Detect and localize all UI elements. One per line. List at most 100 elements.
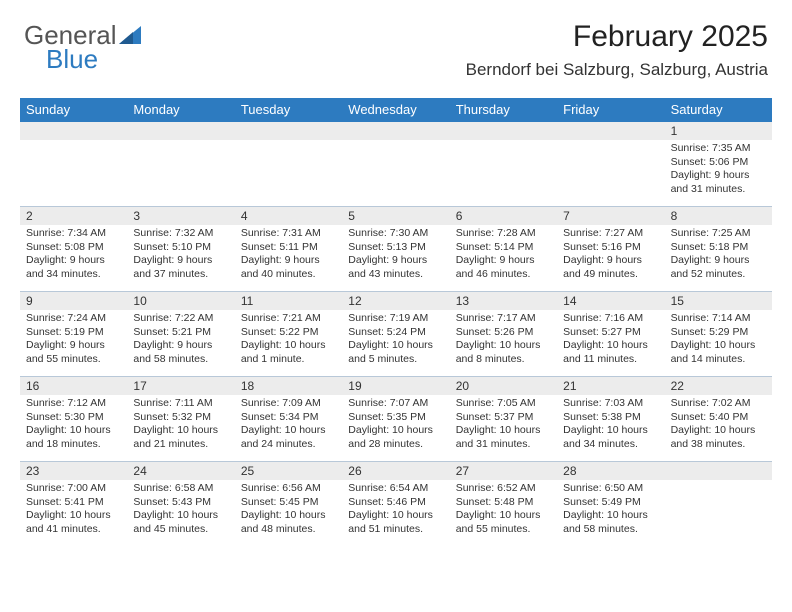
daylight-text-2: and 28 minutes. xyxy=(348,438,443,452)
logo-text-blue-wrap: Blue xyxy=(46,44,98,75)
day-number: 9 xyxy=(20,292,127,310)
day-number: 21 xyxy=(557,377,664,395)
location-subtitle: Berndorf bei Salzburg, Salzburg, Austria xyxy=(466,60,768,80)
daylight-text-2: and 24 minutes. xyxy=(241,438,336,452)
daylight-text-2: and 14 minutes. xyxy=(671,353,766,367)
day-details: Sunrise: 7:19 AMSunset: 5:24 PMDaylight:… xyxy=(342,310,449,371)
day-details: Sunrise: 7:03 AMSunset: 5:38 PMDaylight:… xyxy=(557,395,664,456)
daylight-text: Daylight: 10 hours xyxy=(26,509,121,523)
sunrise-text: Sunrise: 7:05 AM xyxy=(456,397,551,411)
day-details: Sunrise: 7:00 AMSunset: 5:41 PMDaylight:… xyxy=(20,480,127,541)
daylight-text: Daylight: 10 hours xyxy=(241,509,336,523)
day-number: 15 xyxy=(665,292,772,310)
sunset-text: Sunset: 5:19 PM xyxy=(26,326,121,340)
day-details: Sunrise: 7:14 AMSunset: 5:29 PMDaylight:… xyxy=(665,310,772,371)
sunrise-text: Sunrise: 6:56 AM xyxy=(241,482,336,496)
daylight-text-2: and 51 minutes. xyxy=(348,523,443,537)
daylight-text-2: and 31 minutes. xyxy=(671,183,766,197)
daylight-text: Daylight: 10 hours xyxy=(671,339,766,353)
daylight-text-2: and 1 minute. xyxy=(241,353,336,367)
day-cell: 27Sunrise: 6:52 AMSunset: 5:48 PMDayligh… xyxy=(450,462,557,546)
day-number: 13 xyxy=(450,292,557,310)
daylight-text-2: and 18 minutes. xyxy=(26,438,121,452)
day-cell: 14Sunrise: 7:16 AMSunset: 5:27 PMDayligh… xyxy=(557,292,664,376)
empty-day-band xyxy=(665,462,772,480)
sunrise-text: Sunrise: 7:03 AM xyxy=(563,397,658,411)
day-header-monday: Monday xyxy=(127,98,234,122)
day-cell: 26Sunrise: 6:54 AMSunset: 5:46 PMDayligh… xyxy=(342,462,449,546)
day-number: 3 xyxy=(127,207,234,225)
sunrise-text: Sunrise: 7:25 AM xyxy=(671,227,766,241)
day-cell: 11Sunrise: 7:21 AMSunset: 5:22 PMDayligh… xyxy=(235,292,342,376)
day-cell: 7Sunrise: 7:27 AMSunset: 5:16 PMDaylight… xyxy=(557,207,664,291)
day-details: Sunrise: 7:28 AMSunset: 5:14 PMDaylight:… xyxy=(450,225,557,286)
day-number: 4 xyxy=(235,207,342,225)
empty-day-band xyxy=(127,122,234,140)
daylight-text: Daylight: 9 hours xyxy=(26,339,121,353)
day-details: Sunrise: 7:35 AMSunset: 5:06 PMDaylight:… xyxy=(665,140,772,201)
sunset-text: Sunset: 5:26 PM xyxy=(456,326,551,340)
week-row: 16Sunrise: 7:12 AMSunset: 5:30 PMDayligh… xyxy=(20,376,772,461)
daylight-text-2: and 11 minutes. xyxy=(563,353,658,367)
day-details: Sunrise: 7:32 AMSunset: 5:10 PMDaylight:… xyxy=(127,225,234,286)
day-cell: 9Sunrise: 7:24 AMSunset: 5:19 PMDaylight… xyxy=(20,292,127,376)
day-number: 6 xyxy=(450,207,557,225)
day-cell: 22Sunrise: 7:02 AMSunset: 5:40 PMDayligh… xyxy=(665,377,772,461)
sunset-text: Sunset: 5:10 PM xyxy=(133,241,228,255)
day-number: 2 xyxy=(20,207,127,225)
day-number: 26 xyxy=(342,462,449,480)
day-header-tuesday: Tuesday xyxy=(235,98,342,122)
daylight-text: Daylight: 10 hours xyxy=(241,424,336,438)
daylight-text: Daylight: 10 hours xyxy=(563,509,658,523)
day-cell: 15Sunrise: 7:14 AMSunset: 5:29 PMDayligh… xyxy=(665,292,772,376)
day-number: 10 xyxy=(127,292,234,310)
daylight-text: Daylight: 10 hours xyxy=(241,339,336,353)
daylight-text: Daylight: 10 hours xyxy=(563,424,658,438)
daylight-text: Daylight: 10 hours xyxy=(456,424,551,438)
daylight-text-2: and 41 minutes. xyxy=(26,523,121,537)
daylight-text-2: and 55 minutes. xyxy=(456,523,551,537)
day-number: 23 xyxy=(20,462,127,480)
day-cell: 12Sunrise: 7:19 AMSunset: 5:24 PMDayligh… xyxy=(342,292,449,376)
day-cell: 21Sunrise: 7:03 AMSunset: 5:38 PMDayligh… xyxy=(557,377,664,461)
daylight-text-2: and 46 minutes. xyxy=(456,268,551,282)
day-cell: 1Sunrise: 7:35 AMSunset: 5:06 PMDaylight… xyxy=(665,122,772,206)
daylight-text-2: and 49 minutes. xyxy=(563,268,658,282)
month-title: February 2025 xyxy=(466,20,768,54)
day-details: Sunrise: 7:09 AMSunset: 5:34 PMDaylight:… xyxy=(235,395,342,456)
daylight-text-2: and 37 minutes. xyxy=(133,268,228,282)
sunset-text: Sunset: 5:30 PM xyxy=(26,411,121,425)
daylight-text: Daylight: 9 hours xyxy=(133,339,228,353)
sunrise-text: Sunrise: 7:02 AM xyxy=(671,397,766,411)
day-header-row: Sunday Monday Tuesday Wednesday Thursday… xyxy=(20,98,772,122)
sunset-text: Sunset: 5:46 PM xyxy=(348,496,443,510)
daylight-text: Daylight: 9 hours xyxy=(348,254,443,268)
daylight-text-2: and 40 minutes. xyxy=(241,268,336,282)
daylight-text-2: and 52 minutes. xyxy=(671,268,766,282)
daylight-text-2: and 34 minutes. xyxy=(563,438,658,452)
sunrise-text: Sunrise: 7:34 AM xyxy=(26,227,121,241)
day-number: 22 xyxy=(665,377,772,395)
sunrise-text: Sunrise: 7:22 AM xyxy=(133,312,228,326)
day-details: Sunrise: 7:31 AMSunset: 5:11 PMDaylight:… xyxy=(235,225,342,286)
sunrise-text: Sunrise: 7:21 AM xyxy=(241,312,336,326)
sunrise-text: Sunrise: 7:28 AM xyxy=(456,227,551,241)
sunrise-text: Sunrise: 6:58 AM xyxy=(133,482,228,496)
day-number: 28 xyxy=(557,462,664,480)
sunset-text: Sunset: 5:34 PM xyxy=(241,411,336,425)
day-cell: 23Sunrise: 7:00 AMSunset: 5:41 PMDayligh… xyxy=(20,462,127,546)
day-details: Sunrise: 6:58 AMSunset: 5:43 PMDaylight:… xyxy=(127,480,234,541)
sunrise-text: Sunrise: 7:11 AM xyxy=(133,397,228,411)
day-details: Sunrise: 7:07 AMSunset: 5:35 PMDaylight:… xyxy=(342,395,449,456)
empty-day-band xyxy=(342,122,449,140)
day-details: Sunrise: 6:52 AMSunset: 5:48 PMDaylight:… xyxy=(450,480,557,541)
day-details: Sunrise: 6:50 AMSunset: 5:49 PMDaylight:… xyxy=(557,480,664,541)
sunrise-text: Sunrise: 7:00 AM xyxy=(26,482,121,496)
sunset-text: Sunset: 5:40 PM xyxy=(671,411,766,425)
day-cell: 24Sunrise: 6:58 AMSunset: 5:43 PMDayligh… xyxy=(127,462,234,546)
sunset-text: Sunset: 5:27 PM xyxy=(563,326,658,340)
daylight-text: Daylight: 10 hours xyxy=(456,509,551,523)
day-cell xyxy=(127,122,234,206)
sunrise-text: Sunrise: 7:30 AM xyxy=(348,227,443,241)
day-cell: 3Sunrise: 7:32 AMSunset: 5:10 PMDaylight… xyxy=(127,207,234,291)
